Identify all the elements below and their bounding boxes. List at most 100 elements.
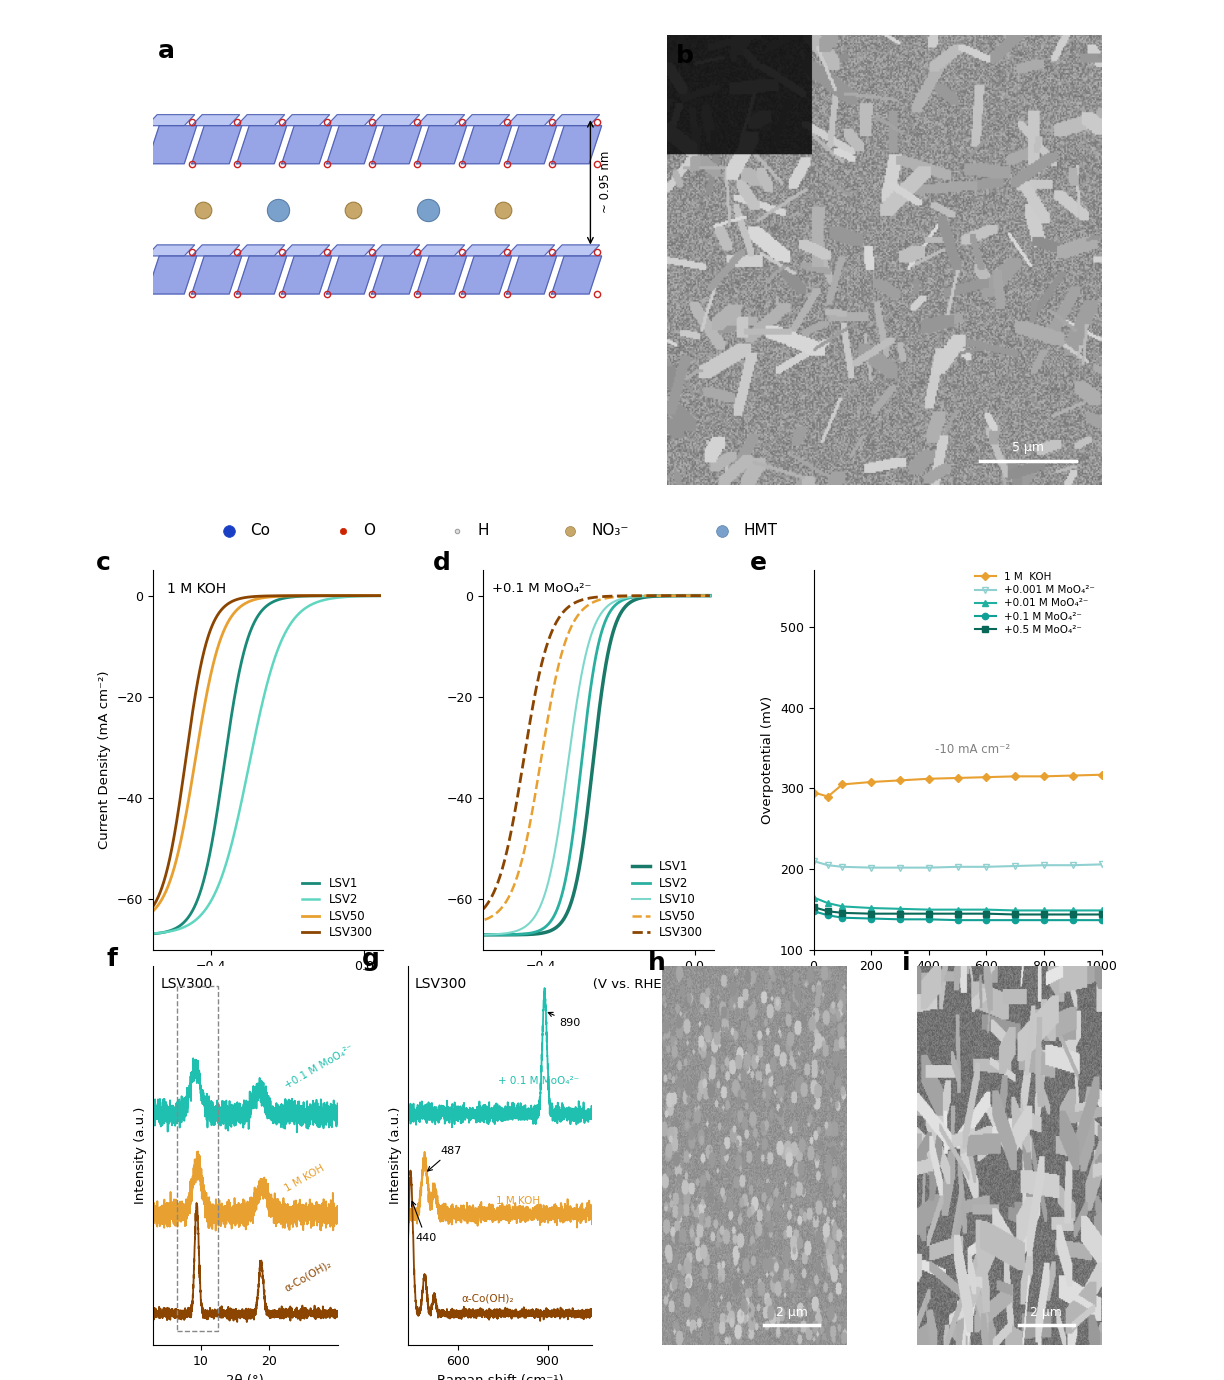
LSV300	[339, 588, 354, 604]
Text: 1 M KOH: 1 M KOH	[166, 582, 226, 596]
LSV300	[610, 588, 624, 604]
Legend: 1 M  KOH, +0.001 M MoO₄²⁻, +0.01 M MoO₄²⁻, +0.1 M MoO₄²⁻, +0.5 M MoO₄²⁻: 1 M KOH, +0.001 M MoO₄²⁻, +0.01 M MoO₄²⁻…	[971, 569, 1099, 639]
Text: c: c	[95, 552, 110, 575]
+0.01 M MoO₄²⁻	[807, 889, 821, 905]
Polygon shape	[552, 255, 602, 294]
Text: α-Co(OH)₂: α-Co(OH)₂	[283, 1259, 333, 1293]
+0.001 M MoO₄²⁻	[864, 860, 879, 876]
+0.01 M MoO₄²⁻	[1094, 903, 1109, 919]
LSV50	[645, 588, 660, 604]
LSV1	[602, 635, 617, 651]
LSV50	[670, 588, 684, 604]
Text: b: b	[676, 44, 694, 68]
1 M  KOH	[820, 788, 835, 805]
Polygon shape	[372, 115, 420, 126]
Line: LSV300: LSV300	[142, 596, 379, 918]
Line: LSV300: LSV300	[471, 596, 710, 918]
Polygon shape	[461, 115, 509, 126]
LSV50	[339, 588, 354, 604]
+0.01 M MoO₄²⁻	[864, 900, 879, 916]
LSV2	[464, 926, 479, 943]
+0.5 M MoO₄²⁻	[892, 905, 907, 922]
Polygon shape	[327, 255, 377, 294]
+0.01 M MoO₄²⁻	[950, 901, 965, 918]
Polygon shape	[552, 244, 600, 255]
Line: +0.001 M MoO₄²⁻: +0.001 M MoO₄²⁻	[810, 858, 1105, 871]
Text: g: g	[361, 947, 379, 972]
LSV300	[479, 897, 493, 914]
Text: 2 μm: 2 μm	[776, 1305, 808, 1319]
LSV300	[273, 588, 288, 604]
LSV10	[464, 926, 479, 943]
LSV1	[616, 600, 630, 617]
+0.1 M MoO₄²⁻	[864, 911, 879, 927]
LSV2	[645, 588, 660, 604]
LSV50	[372, 588, 387, 604]
Text: O: O	[364, 523, 376, 538]
Polygon shape	[236, 126, 286, 164]
LSV1	[286, 589, 301, 606]
Polygon shape	[507, 115, 554, 126]
Text: HMT: HMT	[743, 523, 777, 538]
1 M  KOH	[864, 774, 879, 791]
LSV1	[339, 588, 354, 604]
Polygon shape	[372, 126, 422, 164]
+0.01 M MoO₄²⁻	[1037, 903, 1051, 919]
1 M  KOH	[1007, 769, 1022, 785]
+0.001 M MoO₄²⁻	[835, 858, 849, 875]
Y-axis label: Current Density (mA cm⁻²): Current Density (mA cm⁻²)	[98, 671, 111, 850]
1 M  KOH	[922, 770, 936, 787]
LSV10	[479, 926, 493, 943]
LSV1	[372, 588, 387, 604]
1 M  KOH	[979, 769, 994, 785]
Line: +0.01 M MoO₄²⁻: +0.01 M MoO₄²⁻	[810, 894, 1105, 914]
+0.5 M MoO₄²⁻	[807, 898, 821, 915]
+0.01 M MoO₄²⁻	[979, 901, 994, 918]
+0.5 M MoO₄²⁻	[1094, 907, 1109, 923]
Polygon shape	[552, 115, 600, 126]
LSV2	[339, 589, 354, 606]
LSV50	[703, 588, 717, 604]
Polygon shape	[192, 115, 240, 126]
LSV50	[286, 588, 301, 604]
Line: LSV1: LSV1	[142, 596, 379, 934]
Text: d: d	[432, 552, 450, 575]
LSV2	[273, 636, 288, 653]
LSV10	[616, 591, 630, 607]
LSV50	[273, 588, 288, 604]
Y-axis label: Intensity (a.u.): Intensity (a.u.)	[135, 1107, 147, 1205]
X-axis label: Potential (V vs. RHE): Potential (V vs. RHE)	[200, 978, 337, 991]
+0.001 M MoO₄²⁻	[1037, 857, 1051, 874]
LSV50	[279, 588, 294, 604]
+0.5 M MoO₄²⁻	[950, 905, 965, 922]
LSV1	[279, 589, 294, 606]
LSV50	[135, 911, 149, 927]
LSV300	[703, 588, 717, 604]
Text: h: h	[647, 951, 666, 974]
X-axis label: Potential (V vs. RHE): Potential (V vs. RHE)	[530, 978, 667, 991]
LSV50	[610, 589, 624, 606]
LSV2	[703, 588, 717, 604]
LSV50	[315, 588, 329, 604]
+0.1 M MoO₄²⁻	[979, 912, 994, 929]
Text: ~ 0.95 nm: ~ 0.95 nm	[599, 150, 612, 214]
Polygon shape	[507, 126, 557, 164]
LSV50	[616, 588, 630, 604]
Polygon shape	[236, 244, 285, 255]
LSV300	[149, 893, 164, 909]
Polygon shape	[282, 126, 332, 164]
X-axis label: LSV Number: LSV Number	[917, 978, 999, 991]
LSV10	[703, 588, 717, 604]
LSV10	[602, 596, 617, 613]
LSV300	[616, 588, 630, 604]
LSV2	[372, 588, 387, 604]
Text: 440: 440	[411, 1202, 437, 1242]
+0.001 M MoO₄²⁻	[979, 858, 994, 875]
Text: 5 μm: 5 μm	[1012, 440, 1044, 454]
LSV1	[135, 926, 149, 943]
Text: NO₃⁻: NO₃⁻	[591, 523, 629, 538]
LSV1	[315, 588, 329, 604]
+0.001 M MoO₄²⁻	[950, 858, 965, 875]
+0.01 M MoO₄²⁻	[922, 901, 936, 918]
Polygon shape	[236, 115, 285, 126]
